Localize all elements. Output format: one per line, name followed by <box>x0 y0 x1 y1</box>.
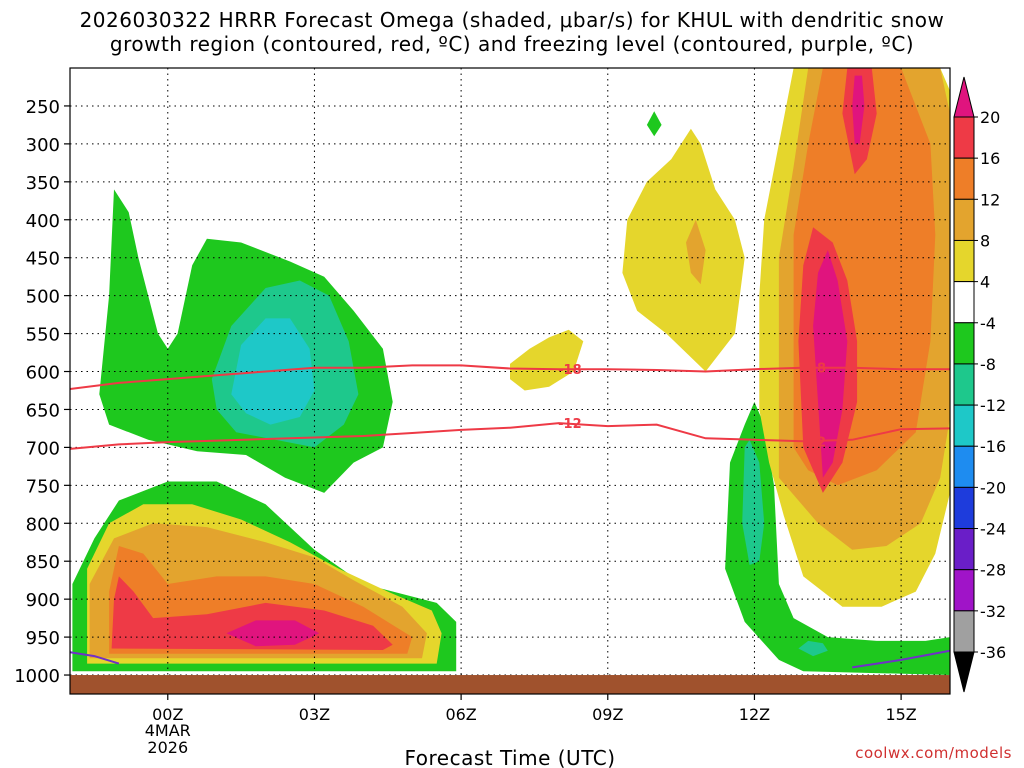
y-tick-label: 400 <box>26 211 60 232</box>
colorbar-tick-label: -32 <box>980 602 1006 621</box>
omega-region <box>798 640 828 657</box>
y-tick-label: 600 <box>26 363 60 384</box>
x-axis-label: Forecast Time (UTC) <box>404 746 615 768</box>
y-tick-label: 450 <box>26 249 60 270</box>
y-tick-label: 250 <box>26 97 60 118</box>
colorbar-tick-label: 4 <box>980 273 990 292</box>
colorbar-swatch <box>953 610 975 653</box>
omega-region <box>725 401 950 675</box>
ground-surface <box>70 675 950 694</box>
colorbar-tick-label: -16 <box>980 437 1006 456</box>
colorbar-swatch <box>953 322 975 365</box>
freezing-level-line <box>852 649 950 669</box>
dgz-contour-label: -18 <box>558 363 582 378</box>
credit-text: coolwx.com/models <box>855 744 1012 762</box>
y-tick-label: 300 <box>26 135 60 156</box>
colorbar-swatch <box>953 157 975 200</box>
y-tick-label: 700 <box>26 438 60 459</box>
colorbar-tick-label: -12 <box>980 396 1006 415</box>
omega-region <box>226 620 320 647</box>
freezing-level-line <box>70 651 120 665</box>
colorbar-tick-label: -36 <box>980 643 1006 662</box>
omega-region <box>622 128 745 372</box>
x-tick-label: 09Z <box>592 705 623 724</box>
dgz-contour-line <box>70 364 950 390</box>
omega-region <box>111 576 393 650</box>
chart-title-line-1: 2026030322 HRRR Forecast Omega (shaded, … <box>79 8 945 32</box>
x-tick-label: 06Z <box>445 705 476 724</box>
dgz-contour-line <box>70 422 950 450</box>
y-tick-label: 550 <box>26 325 60 346</box>
colorbar-tick-label: 16 <box>980 149 1000 168</box>
y-tick-label: 350 <box>26 173 60 194</box>
omega-region <box>742 439 765 565</box>
omega-region <box>646 111 662 137</box>
omega-region <box>813 250 848 478</box>
colorbar-swatch <box>953 445 975 488</box>
colorbar-tick-label: -28 <box>980 561 1006 580</box>
colorbar-top-triangle <box>953 76 975 118</box>
y-tick-label: 850 <box>26 552 60 573</box>
colorbar-tick-label: -8 <box>980 355 996 374</box>
colorbar-tick-label: -20 <box>980 478 1006 497</box>
colorbar-tick-label: 8 <box>980 231 990 250</box>
x-tick-sublabel: 2026 <box>147 738 188 757</box>
y-tick-label: 800 <box>26 514 60 535</box>
plot-frame <box>69 67 951 695</box>
colorbar-swatch <box>953 281 975 324</box>
colorbar-swatch <box>953 528 975 571</box>
x-tick-label: 03Z <box>299 705 330 724</box>
y-tick-label: 900 <box>26 590 60 611</box>
y-tick-label: 950 <box>26 628 60 649</box>
x-tick-label: 00Z <box>152 705 183 724</box>
colorbar-bottom-triangle <box>953 651 975 693</box>
colorbar-tick-label: -24 <box>980 520 1006 539</box>
y-tick-label: 750 <box>26 476 60 497</box>
omega-region <box>852 75 865 144</box>
omega-region <box>686 219 706 285</box>
dgz-contour-label: -12 <box>803 435 827 450</box>
y-tick-label: 1000 <box>14 666 60 687</box>
omega-region <box>510 329 584 391</box>
colorbar-swatch <box>953 198 975 241</box>
dgz-contour-label: -12 <box>558 417 582 432</box>
colorbar-swatch <box>953 116 975 159</box>
colorbar-swatch <box>953 569 975 612</box>
colorbar-swatch <box>953 363 975 406</box>
x-tick-label: 12Z <box>739 705 770 724</box>
y-tick-label: 500 <box>26 287 60 308</box>
x-tick-label: 15Z <box>885 705 916 724</box>
y-tick-label: 650 <box>26 400 60 421</box>
colorbar-tick-label: 12 <box>980 190 1000 209</box>
colorbar-swatch <box>953 486 975 530</box>
dgz-contour-label: -18 <box>803 362 827 377</box>
chart-title-line-2: growth region (contoured, red, ºC) and f… <box>109 32 915 56</box>
colorbar-tick-label: -4 <box>980 314 996 333</box>
colorbar-tick-label: 20 <box>980 108 1000 127</box>
colorbar-swatch <box>953 404 975 447</box>
x-tick-sublabel: 4MAR <box>145 721 191 740</box>
colorbar-swatch <box>953 239 975 283</box>
